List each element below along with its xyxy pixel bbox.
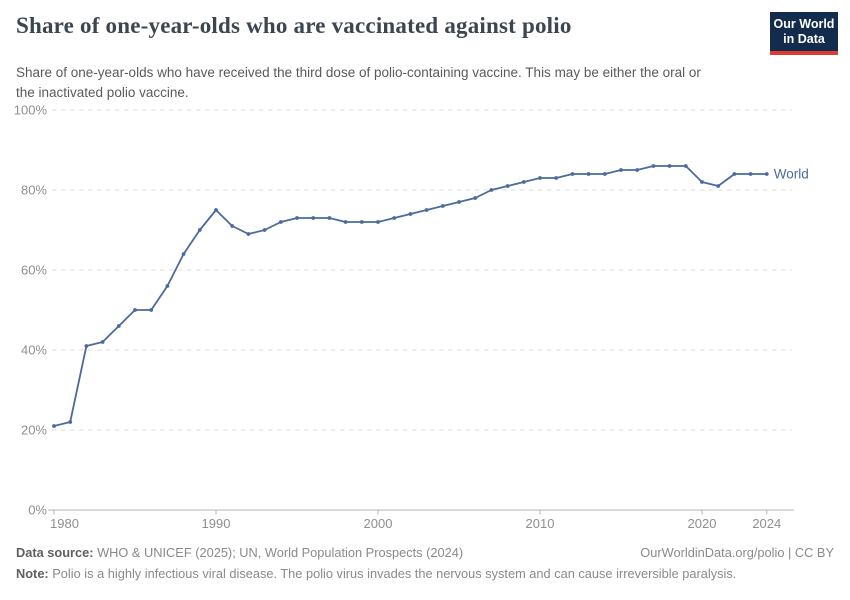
data-point-1983[interactable]: [100, 340, 105, 344]
note-label: Note:: [16, 566, 49, 581]
data-point-1991[interactable]: [230, 224, 235, 228]
y-axis-label-40: 40%: [21, 343, 47, 358]
data-point-2012[interactable]: [570, 172, 575, 176]
page-title: Share of one-year-olds who are vaccinate…: [16, 13, 572, 38]
owid-url-link[interactable]: OurWorldinData.org/polio | CC BY: [640, 545, 834, 560]
data-point-2016[interactable]: [635, 168, 640, 172]
data-point-2020[interactable]: [700, 180, 704, 184]
data-point-1981[interactable]: [68, 420, 73, 424]
owid-logo-text-line1: Our World: [773, 17, 835, 31]
data-point-1982[interactable]: [84, 344, 89, 348]
data-point-2008[interactable]: [505, 184, 510, 188]
x-axis-label-1980: 1980: [50, 516, 79, 531]
data-point-1995[interactable]: [295, 216, 299, 220]
data-source-value: WHO & UNICEF (2025); UN, World Populatio…: [97, 545, 464, 560]
data-point-2004[interactable]: [440, 204, 445, 208]
y-axis-label-100: 100%: [14, 103, 48, 118]
note-value: Polio is a highly infectious viral disea…: [52, 566, 737, 581]
data-point-1986[interactable]: [149, 308, 154, 312]
data-point-2024[interactable]: [764, 172, 769, 176]
data-point-1985[interactable]: [133, 308, 137, 312]
data-point-1990[interactable]: [214, 208, 218, 212]
data-point-2000[interactable]: [376, 220, 380, 224]
data-point-1999[interactable]: [359, 220, 364, 224]
data-point-2015[interactable]: [619, 168, 623, 172]
data-point-2006[interactable]: [473, 196, 478, 200]
data-point-2007[interactable]: [489, 188, 494, 192]
series-line-world: [53, 165, 768, 427]
y-axis-label-80: 80%: [21, 183, 47, 198]
data-point-1980[interactable]: [52, 424, 56, 428]
data-point-1997[interactable]: [327, 216, 332, 220]
data-point-1996[interactable]: [311, 216, 316, 220]
data-source-label: Data source:: [16, 545, 94, 560]
data-point-2014[interactable]: [602, 172, 607, 176]
owid-logo[interactable]: Our World in Data: [770, 12, 838, 55]
footer-note: Note: Polio is a highly infectious viral…: [16, 566, 834, 581]
data-point-2009[interactable]: [521, 180, 526, 184]
polio-line-chart[interactable]: 0% 20% 40% 60% 80% 100% 1980 1990 2000 2010 2020 20…: [0, 95, 850, 543]
data-point-2013[interactable]: [586, 172, 591, 176]
chart-subtitle: Share of one-year-olds who have received…: [16, 65, 701, 101]
x-axis-label-2024: 2024: [752, 516, 781, 531]
data-point-2021[interactable]: [716, 184, 721, 188]
x-axis-label-2000: 2000: [364, 516, 393, 531]
data-point-2003[interactable]: [424, 208, 429, 212]
data-point-1994[interactable]: [278, 220, 283, 224]
data-point-2018[interactable]: [667, 164, 672, 168]
data-point-1987[interactable]: [165, 284, 170, 288]
data-point-1992[interactable]: [246, 232, 251, 236]
data-point-2019[interactable]: [683, 164, 688, 168]
data-point-2002[interactable]: [408, 212, 413, 216]
chart-header: Share of one-year-olds who are vaccinate…: [0, 0, 850, 104]
data-point-2010[interactable]: [538, 176, 542, 180]
data-source-text: Data source: WHO & UNICEF (2025); UN, Wo…: [16, 545, 463, 560]
x-axis-label-2020: 2020: [688, 516, 717, 531]
data-point-2023[interactable]: [748, 172, 753, 176]
data-point-1993[interactable]: [262, 228, 267, 232]
data-point-2011[interactable]: [554, 176, 559, 180]
series-end-label-world[interactable]: World: [774, 167, 809, 182]
data-point-2017[interactable]: [651, 164, 656, 168]
data-point-1989[interactable]: [197, 228, 202, 232]
y-axis-label-0: 0%: [28, 503, 47, 518]
data-point-1988[interactable]: [181, 252, 186, 256]
data-point-1984[interactable]: [116, 324, 121, 328]
data-point-2005[interactable]: [457, 200, 461, 204]
data-point-1998[interactable]: [343, 220, 348, 224]
x-axis-label-2010: 2010: [526, 516, 555, 531]
owid-logo-text-line2: in Data: [783, 32, 825, 46]
data-point-2022[interactable]: [732, 172, 737, 176]
chart-footer: Data source: WHO & UNICEF (2025); UN, Wo…: [16, 545, 834, 581]
y-axis-label-20: 20%: [21, 423, 47, 438]
x-axis-label-1990: 1990: [202, 516, 231, 531]
data-point-2001[interactable]: [392, 216, 397, 220]
y-axis-label-60: 60%: [21, 263, 47, 278]
